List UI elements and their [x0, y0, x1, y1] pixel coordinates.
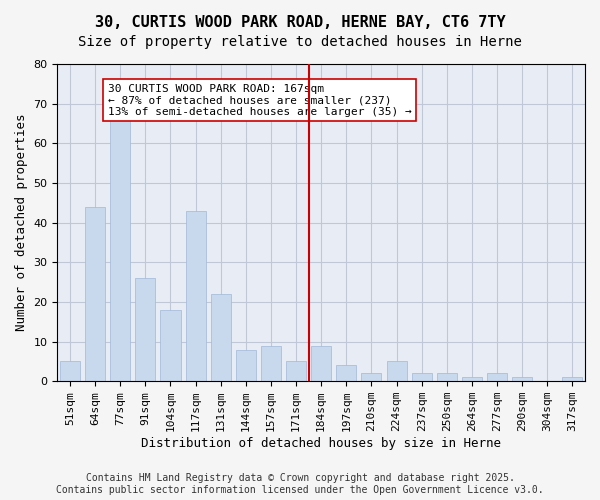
Y-axis label: Number of detached properties: Number of detached properties: [15, 114, 28, 332]
Bar: [211, 294, 231, 381]
Text: 30 CURTIS WOOD PARK ROAD: 167sqm
← 87% of detached houses are smaller (237)
13% : 30 CURTIS WOOD PARK ROAD: 167sqm ← 87% o…: [107, 84, 412, 117]
Bar: [412, 374, 432, 381]
Text: 30, CURTIS WOOD PARK ROAD, HERNE BAY, CT6 7TY: 30, CURTIS WOOD PARK ROAD, HERNE BAY, CT…: [95, 15, 505, 30]
Bar: [361, 374, 382, 381]
X-axis label: Distribution of detached houses by size in Herne: Distribution of detached houses by size …: [141, 437, 501, 450]
Bar: [462, 378, 482, 381]
Bar: [236, 350, 256, 381]
Bar: [386, 362, 407, 381]
Bar: [261, 346, 281, 381]
Bar: [135, 278, 155, 381]
Bar: [311, 346, 331, 381]
Bar: [487, 374, 507, 381]
Bar: [512, 378, 532, 381]
Bar: [60, 362, 80, 381]
Bar: [336, 366, 356, 381]
Bar: [185, 210, 206, 381]
Bar: [110, 120, 130, 381]
Bar: [85, 207, 105, 381]
Bar: [437, 374, 457, 381]
Bar: [562, 378, 583, 381]
Text: Contains HM Land Registry data © Crown copyright and database right 2025.
Contai: Contains HM Land Registry data © Crown c…: [56, 474, 544, 495]
Bar: [160, 310, 181, 381]
Text: Size of property relative to detached houses in Herne: Size of property relative to detached ho…: [78, 35, 522, 49]
Bar: [286, 362, 306, 381]
